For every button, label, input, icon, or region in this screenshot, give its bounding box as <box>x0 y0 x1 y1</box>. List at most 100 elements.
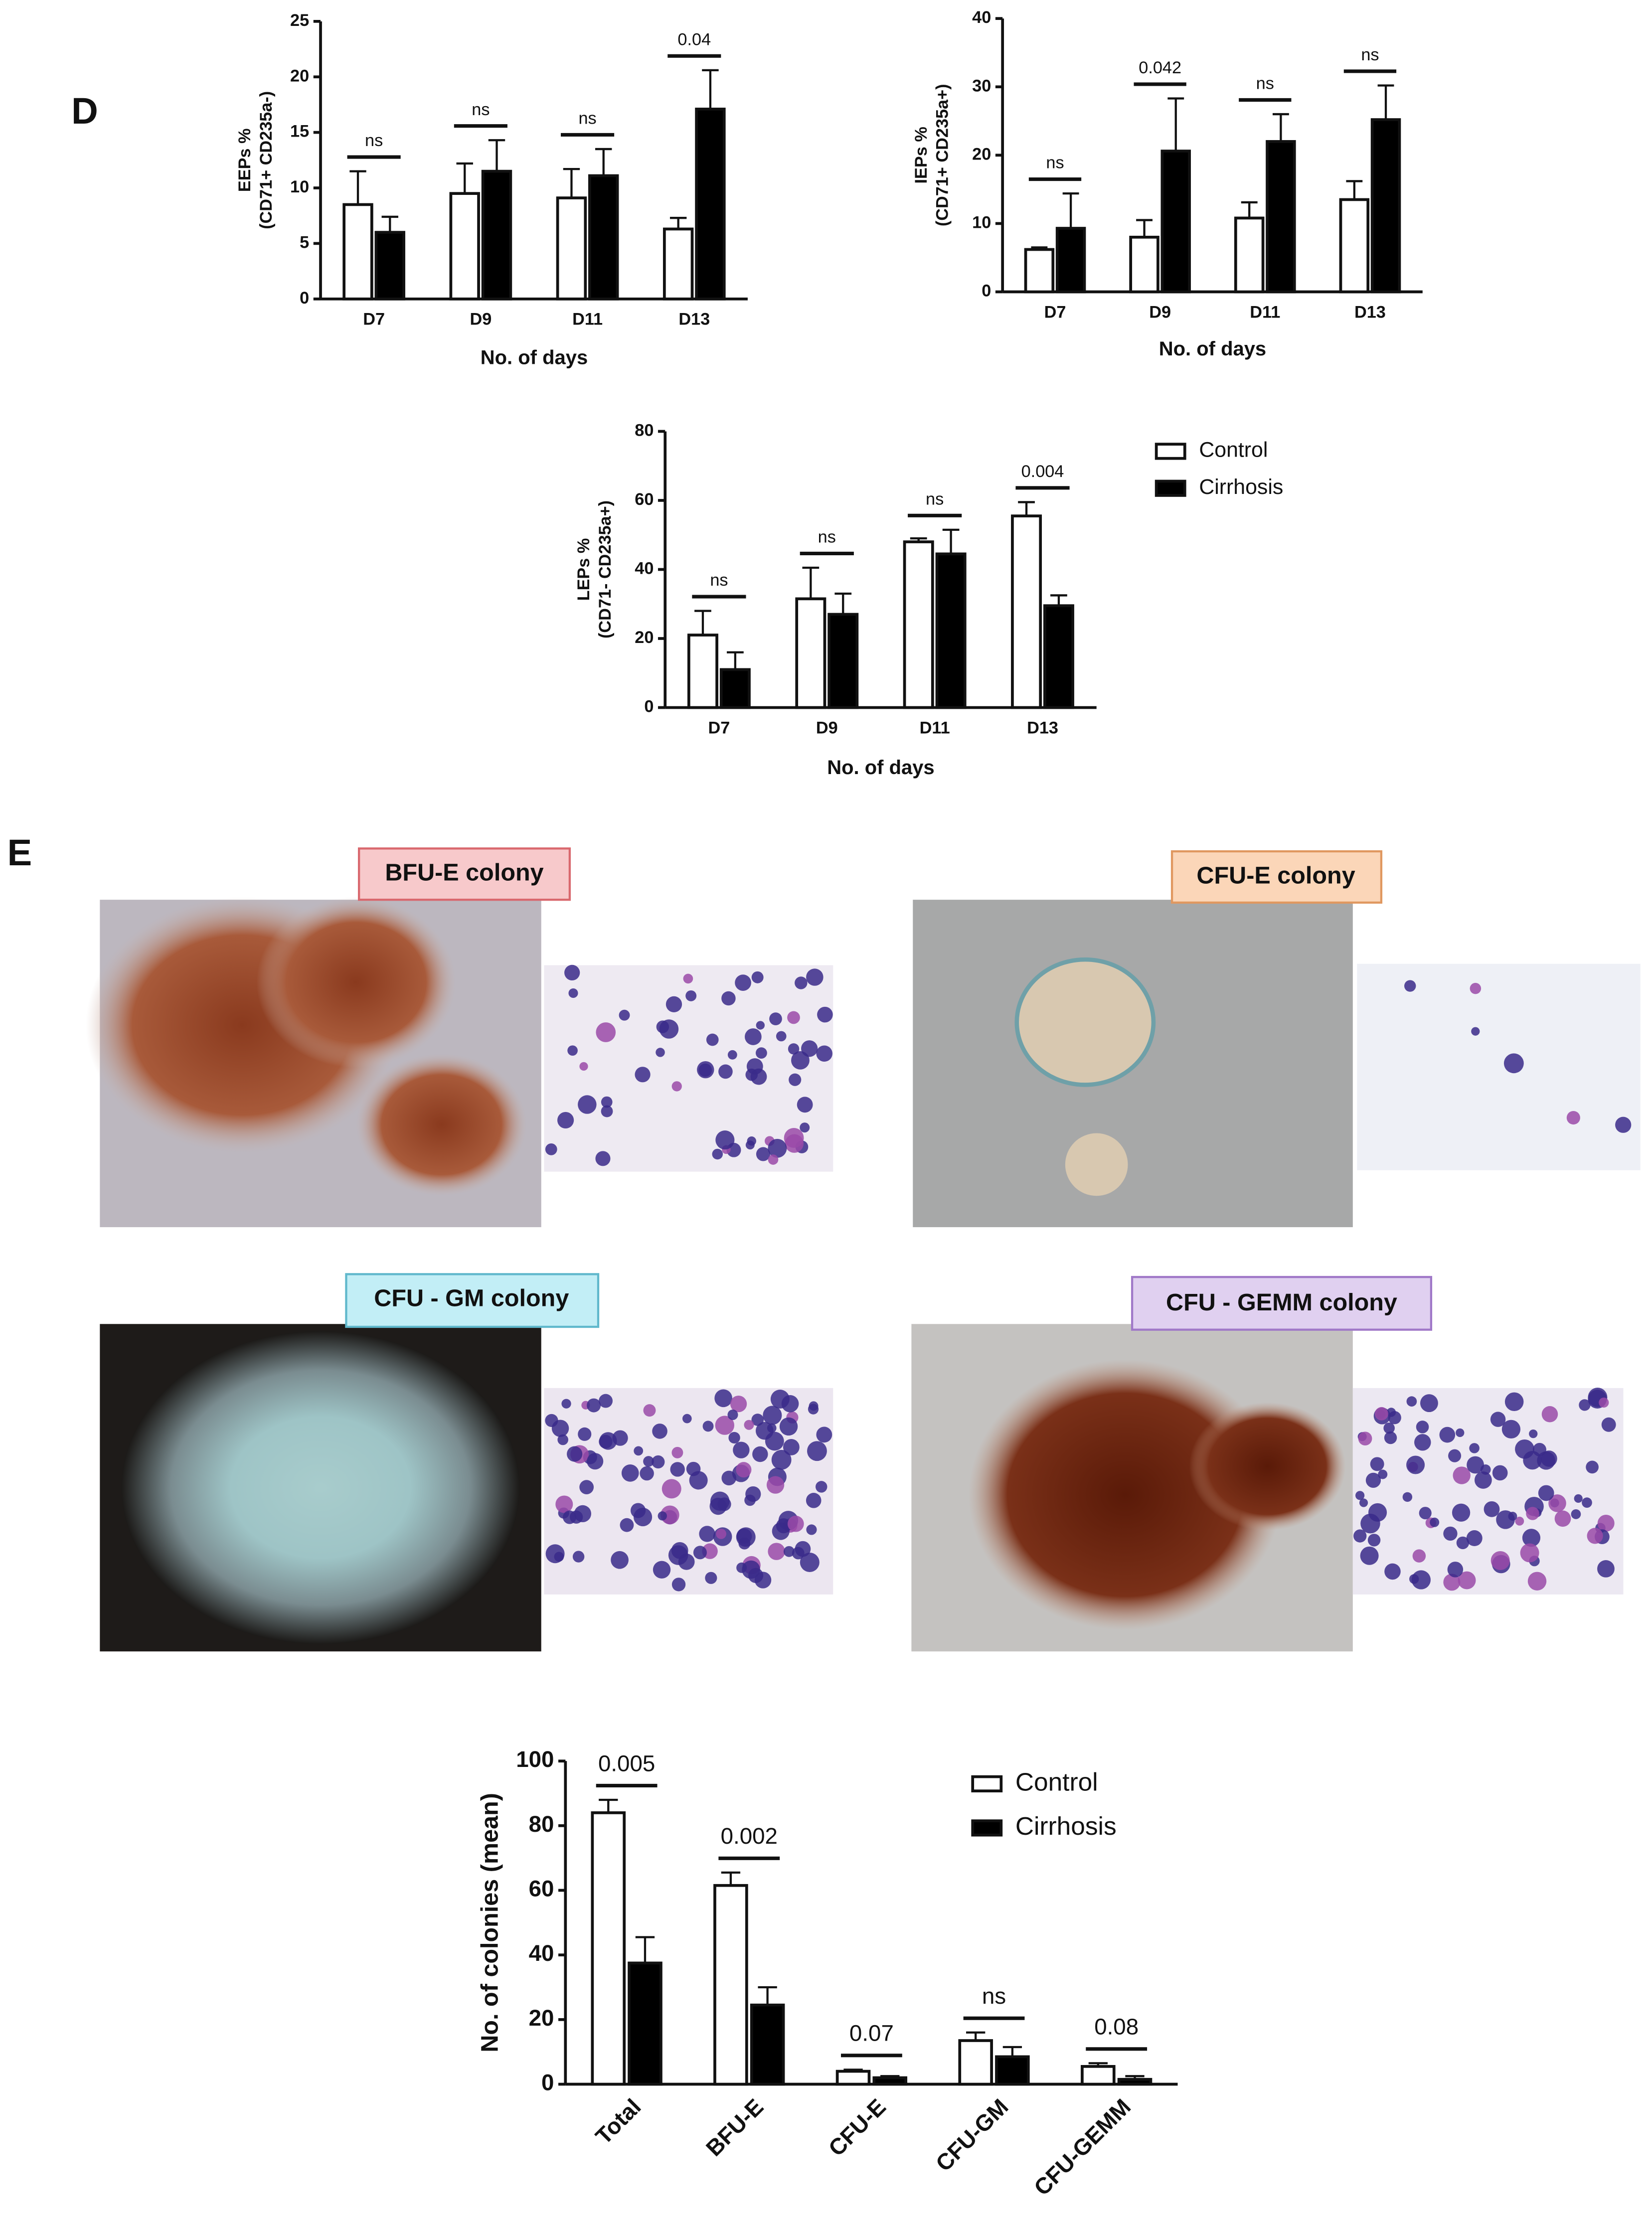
bar <box>481 169 512 301</box>
legend-label: Cirrhosis <box>1199 475 1283 499</box>
cell <box>1456 1428 1465 1437</box>
bar <box>1043 604 1074 709</box>
cell <box>1368 1503 1387 1522</box>
cell <box>578 1095 597 1114</box>
cell <box>579 1062 588 1071</box>
y-tick-label: 0 <box>644 697 654 716</box>
cell <box>752 1446 768 1462</box>
bar <box>1234 216 1265 294</box>
x-tick-label: D11 <box>1250 303 1280 321</box>
cell <box>596 1022 616 1042</box>
cell <box>551 1420 569 1437</box>
cell <box>683 973 693 984</box>
y-tick-label: 60 <box>635 490 654 509</box>
x-tick-label: D13 <box>1354 303 1386 321</box>
bar <box>1081 2065 1116 2086</box>
bar <box>713 1884 748 2086</box>
cell <box>665 996 682 1012</box>
cell <box>715 1416 735 1435</box>
y-axis-label: No. of colonies (mean) <box>477 1793 503 2053</box>
cell <box>1582 1497 1592 1508</box>
cell <box>756 1147 771 1161</box>
error-bar <box>1002 2046 1022 2057</box>
y-tick-label: 20 <box>635 628 654 647</box>
error-bar <box>488 139 505 171</box>
bar <box>903 540 934 709</box>
cell <box>1492 1465 1508 1481</box>
cell <box>807 1441 827 1461</box>
cell <box>671 1081 682 1092</box>
cell <box>706 1033 719 1046</box>
cell <box>1467 1456 1485 1474</box>
y-tick-label: 30 <box>972 76 991 95</box>
label-box <box>345 1273 600 1328</box>
cell <box>1541 1406 1558 1423</box>
cell <box>1597 1560 1615 1578</box>
cell <box>791 1051 810 1070</box>
cell <box>1358 1432 1372 1446</box>
bar <box>827 613 859 709</box>
label-box <box>1131 1275 1433 1331</box>
cell <box>712 1148 723 1160</box>
cell <box>800 1122 810 1133</box>
colony-blob <box>1065 1133 1128 1196</box>
cell <box>755 1047 767 1059</box>
bar <box>591 1811 626 2086</box>
y-tick-label: 10 <box>290 177 309 196</box>
cell <box>653 1561 671 1579</box>
y-axis-label: (CD71+ CD235a-) <box>257 91 276 229</box>
cell <box>783 1439 800 1455</box>
cell <box>1520 1543 1539 1563</box>
cell <box>771 1449 792 1470</box>
colony-label: CFU-E colony <box>1196 862 1355 889</box>
cell <box>1579 1399 1591 1411</box>
cell <box>806 1493 822 1508</box>
cell <box>748 1568 764 1583</box>
x-tick-label: D11 <box>920 718 950 737</box>
cell <box>557 1434 569 1445</box>
x-tick-label: D9 <box>1149 303 1171 321</box>
x-tick-label: CFU-GM <box>931 2094 1013 2176</box>
cell <box>1475 1471 1492 1489</box>
cell <box>567 1446 583 1462</box>
cell <box>1554 1510 1571 1527</box>
cell <box>756 1021 765 1030</box>
bar <box>958 2039 993 2086</box>
error-bar <box>563 168 580 198</box>
bar <box>628 1961 662 2086</box>
cell <box>714 1389 732 1408</box>
significance-label: ns <box>818 528 836 547</box>
cell <box>735 974 751 991</box>
cell <box>787 1011 800 1024</box>
colony-blob <box>356 1053 527 1196</box>
cell <box>697 1061 714 1079</box>
significance-label: ns <box>365 131 383 150</box>
legend-label: Cirrhosis <box>1015 1811 1117 1840</box>
error-bar <box>595 148 612 176</box>
cell <box>1360 1546 1379 1565</box>
label-box <box>358 847 571 901</box>
cell <box>1384 1431 1397 1444</box>
cell <box>755 1422 774 1440</box>
y-axis-label: EEPs % <box>235 129 254 192</box>
cell <box>733 1441 750 1458</box>
significance-label: ns <box>926 489 944 508</box>
y-axis-label: IEPs % <box>912 127 931 183</box>
bar <box>835 2069 871 2086</box>
cell <box>1409 1574 1419 1584</box>
colony-blob <box>968 1359 1282 1630</box>
cell <box>1355 1491 1365 1500</box>
cell <box>656 1048 665 1057</box>
colony-label: BFU-E colony <box>385 859 543 886</box>
bar <box>1024 248 1055 294</box>
cell <box>1484 1501 1500 1517</box>
cell <box>730 1396 747 1413</box>
y-axis-label: LEPs % <box>574 538 593 601</box>
cell <box>1430 1517 1440 1527</box>
cell <box>601 1096 613 1108</box>
cell <box>1601 1417 1616 1432</box>
cell <box>792 1547 805 1560</box>
bar <box>1266 140 1296 294</box>
x-tick-label: BFU-E <box>701 2094 768 2161</box>
significance-label: ns <box>1361 45 1379 64</box>
